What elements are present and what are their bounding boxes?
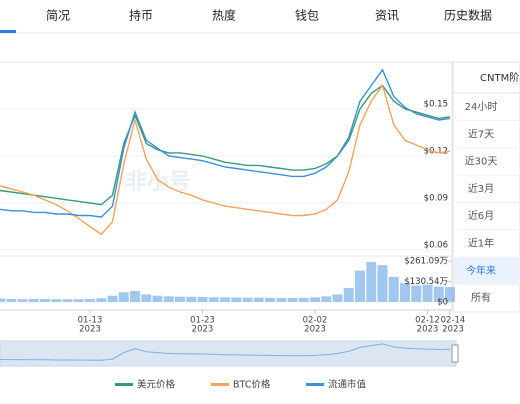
volume-bar (6, 298, 17, 302)
volume-bar (310, 297, 320, 302)
range-button[interactable]: 近6月 (468, 209, 494, 222)
volume-bar (445, 287, 455, 302)
volume-bar (17, 299, 28, 302)
chart: $0.06$0.09$0.12$0.15$0$130.54万$261.09万01… (0, 61, 466, 391)
range-button[interactable]: 近1年 (468, 237, 494, 250)
legend-swatch (306, 383, 324, 386)
volume-bar (175, 296, 185, 302)
volume-bar (422, 284, 433, 302)
volume-bar (388, 276, 399, 302)
navigator-handle[interactable] (451, 344, 459, 363)
volume-bar (40, 299, 50, 302)
x-tick-label: 01-23 (190, 316, 215, 326)
volume-bar (343, 287, 354, 302)
volume-bar (85, 298, 95, 302)
legend-label[interactable]: BTC价格 (233, 379, 271, 391)
volume-bar (96, 298, 107, 302)
navigator-bg (0, 340, 457, 367)
volume-bar (107, 295, 118, 302)
series-line (0, 68, 451, 218)
series-line (0, 84, 451, 206)
range-button[interactable]: 近30天 (465, 155, 498, 168)
tab[interactable]: 持币 (129, 8, 153, 23)
series-line (0, 83, 451, 236)
navigator-line (0, 343, 451, 361)
tab[interactable]: 钱包 (295, 8, 319, 23)
volume-bar (298, 297, 309, 302)
y-tick-label: $0.15 (424, 100, 448, 110)
volume-tick-label: $0 (437, 298, 448, 308)
x-tick-label: 02-14 (441, 316, 466, 326)
tab[interactable]: 简况 (46, 9, 70, 23)
y-tick-label: $0.06 (424, 241, 448, 251)
range-button[interactable]: 近3月 (468, 182, 494, 195)
volume-bar (208, 297, 219, 302)
volume-bar (231, 297, 242, 302)
volume-bar (0, 298, 5, 302)
volume-tick-label: $261.09万 (404, 257, 448, 267)
tab[interactable]: 资讯 (375, 9, 399, 23)
y-tick-label: $0.09 (424, 194, 448, 204)
range-button[interactable]: 24小时 (465, 101, 498, 113)
volume-bar (377, 265, 388, 302)
legend-label[interactable]: 流通市值 (328, 379, 367, 391)
legend-label[interactable]: 美元价格 (137, 379, 176, 391)
x-tick-year: 2023 (417, 325, 439, 335)
volume-bar (287, 297, 298, 302)
volume-tick-label: $130.54万 (404, 277, 448, 287)
volume-bar (152, 295, 163, 302)
watermark: 非小号 (125, 170, 191, 195)
volume-bar (411, 285, 422, 302)
tab-bar (0, 0, 520, 33)
volume-bar (130, 291, 140, 302)
range-button[interactable]: 所有 (471, 291, 491, 304)
volume-bar (197, 296, 208, 302)
volume-bar (276, 297, 287, 302)
volume-bar (51, 299, 62, 302)
volume-bar (265, 297, 275, 302)
volume-bar (332, 294, 343, 302)
x-tick-year: 2023 (442, 325, 464, 335)
legend-swatch (115, 383, 133, 386)
volume-bar (186, 296, 197, 302)
x-tick-label: 02-12 (415, 316, 440, 326)
volume-bar (220, 297, 230, 302)
volume-bar (366, 261, 377, 302)
volume-bar (400, 283, 410, 302)
tab[interactable]: 历史数据 (444, 8, 492, 23)
volume-bar (253, 297, 264, 302)
range-button[interactable]: 近7天 (468, 127, 494, 140)
volume-bar (73, 299, 84, 302)
active-tab-indicator (0, 30, 16, 33)
tab[interactable]: 热度 (212, 8, 236, 23)
volume-bar (242, 297, 253, 302)
x-tick-label: 01-13 (78, 316, 103, 326)
volume-bar (141, 294, 152, 302)
x-tick-year: 2023 (192, 325, 214, 335)
x-tick-year: 2023 (304, 325, 326, 335)
volume-bar (433, 286, 444, 302)
volume-bar (321, 296, 332, 302)
legend-swatch (211, 383, 229, 386)
x-tick-label: 02-02 (303, 316, 328, 326)
x-tick-year: 2023 (79, 325, 101, 335)
volume-bar (62, 299, 73, 302)
volume-bar (355, 270, 365, 302)
active-button-bg (454, 257, 520, 284)
volume-bar (118, 292, 129, 302)
volume-bar (163, 296, 174, 302)
tabs: 简况 持币 热度 钱包 资讯 历史数据 (46, 8, 492, 23)
panel-title: CNTM阶 (480, 71, 519, 84)
range-button[interactable]: 今年来 (466, 264, 496, 277)
volume-bar (28, 298, 39, 302)
